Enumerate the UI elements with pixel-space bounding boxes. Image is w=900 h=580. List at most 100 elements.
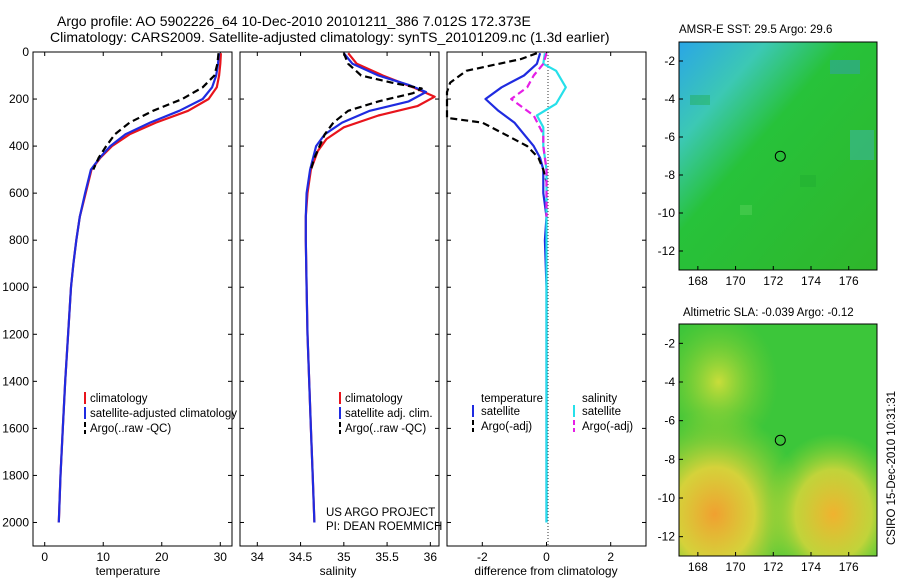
y-tick-label: 2000 [2,515,29,529]
y-tick-label: 600 [9,186,29,200]
map-y-tick-label: -8 [664,168,675,182]
temperature-plot-frame [32,51,233,547]
map-x-tick-label: 172 [763,560,783,574]
argo-location-marker [774,434,786,446]
sst-map-ticks: 168 170 172 174 176 -2 -4 -6 -8 -10 -12 [658,54,859,288]
map-y-tick-label: -10 [658,491,676,505]
legend-label-argo: Argo(..raw -QC) [345,423,426,435]
map-y-tick-label: -12 [658,244,676,258]
map-x-tick-label: 168 [688,560,708,574]
salinity-x-label: salinity [320,564,357,578]
legend-label-sal-argo: Argo(-adj) [582,421,633,433]
legend-label-satellite: satellite adj. clim. [345,408,433,420]
temperature-series [33,51,232,523]
map-x-tick-label: 170 [726,274,746,288]
legend-label-argo: Argo(..raw -QC) [90,423,171,435]
difference-legend: temperature salinity satellite Argo(-adj… [472,393,633,433]
sst-patch [830,60,860,74]
map-y-tick-label: -2 [664,54,675,68]
sst-map-title: AMSR-E SST: 29.5 Argo: 29.6 [679,24,832,36]
x-tick-label: 10 [97,550,111,564]
series-line-satellite-adj-clim- [304,52,428,523]
x-tick-label: 35.5 [375,550,399,564]
y-tick-label: 200 [9,92,29,106]
temperature-legend: climatology satellite-adjusted climatolo… [84,392,237,435]
y-tick-label: 0 [22,45,29,59]
x-tick-label: 34 [251,550,265,564]
x-tick-label: 36 [424,550,438,564]
y-tick-label: 800 [9,233,29,247]
y-tick-label: 1600 [2,421,29,435]
sst-patch [740,205,752,215]
map-x-tick-label: 174 [801,560,821,574]
sst-map-texture [690,60,874,215]
sla-map-title: Altimetric SLA: -0.039 Argo: -0.12 [683,307,854,319]
series-line-climatology [304,52,436,523]
title-line-2: Climatology: CARS2009. Satellite-adjuste… [50,29,610,45]
map-x-tick-label: 176 [839,560,859,574]
map-y-tick-label: -10 [658,206,676,220]
salinity-series [240,51,439,523]
x-tick-label: -2 [477,550,488,564]
y-tick-label: 1200 [2,327,29,341]
x-tick-label: 2 [607,550,614,564]
legend-label-satellite: satellite-adjusted climatology [90,408,237,420]
sst-map-field [679,42,877,270]
sla-map-frame [678,323,878,557]
map-y-tick-label: -8 [664,452,675,466]
map-y-tick-label: -4 [664,375,675,389]
title-line-1: Argo profile: AO 5902226_64 10-Dec-2010 … [57,13,531,29]
legend-label-climatology: climatology [345,393,403,405]
temperature-panel: 0 200 400 600 800 1000 1200 1400 1600 1800 2000 0 1… [2,45,237,578]
difference-x-ticks: -2 0 2 [477,52,614,564]
x-tick-label: 20 [155,550,169,564]
timestamp-stamp: CSIRO 15-Dec-2010 10:31:31 [886,391,898,545]
map-x-tick-label: 174 [801,274,821,288]
map-x-tick-label: 176 [839,274,859,288]
x-tick-label: 0 [543,550,550,564]
y-tick-label: 1400 [2,374,29,388]
map-y-tick-label: -12 [658,530,676,544]
series-line-argo-raw-qc- [92,53,220,171]
map-y-tick-label: -2 [664,336,675,350]
series-line-climatology [57,53,222,523]
series-line-temperature-argo-adj- [445,52,548,182]
difference-x-label: difference from climatology [474,564,617,578]
y-tick-label: 400 [9,139,29,153]
x-tick-label: 30 [214,550,228,564]
series-line-salinity-argo-adj- [510,52,548,217]
legend-header-salinity: salinity [582,393,617,405]
sla-map-panel: Altimetric SLA: -0.039 Argo: -0.12 168 17… [658,307,878,574]
map-x-tick-label: 170 [726,560,746,574]
y-tick-label: 1800 [2,468,29,482]
temperature-x-label: temperature [96,564,161,578]
x-tick-label: 0 [41,550,48,564]
project-credit: US ARGO PROJECT [326,507,435,519]
series-line-temperature-satellite [484,52,548,523]
y-tick-label: 1000 [2,280,29,294]
legend-label-temp-satellite: satellite [481,406,520,418]
map-y-tick-label: -6 [664,414,675,428]
sla-map-ticks: 168 170 172 174 176 -2 -4 -6 -8 -10 -12 [658,336,859,574]
sst-patch [800,175,816,187]
legend-header-temperature: temperature [481,393,543,405]
series-line-salinity-satellite [535,53,567,523]
series-line-satellite-adjusted-climatology [57,53,221,523]
argo-location-marker [774,150,786,162]
salinity-legend: climatology satellite adj. clim. Argo(..… [339,392,433,435]
temperature-y-ticks: 0 200 400 600 800 1000 1200 1400 1600 1800 2000 [2,45,29,529]
pi-credit: PI: DEAN ROEMMICH [326,521,442,533]
difference-panel: -2 0 2 difference from climatology tempera… [445,51,647,578]
salinity-x-ticks: 34 34.5 35 35.5 36 [251,52,438,564]
sst-patch [690,95,710,105]
legend-label-climatology: climatology [90,393,148,405]
x-tick-label: 35 [337,550,351,564]
legend-label-sal-satellite: satellite [582,406,621,418]
sst-patch [850,130,874,160]
map-x-tick-label: 168 [688,274,708,288]
series-line-argo-raw-qc- [309,52,423,170]
salinity-plot-frame [239,51,440,547]
map-x-tick-label: 172 [763,274,783,288]
legend-label-temp-argo: Argo(-adj) [481,421,532,433]
